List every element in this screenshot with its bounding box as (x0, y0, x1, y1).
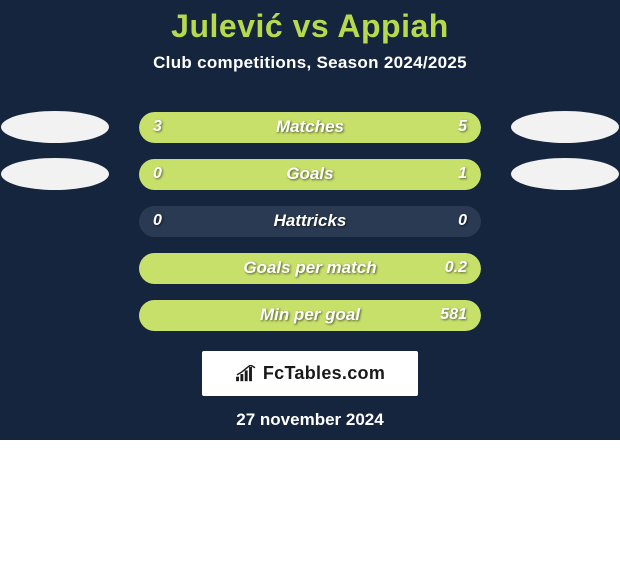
metric-label: Goals per match (243, 258, 376, 278)
stat-row: 0 0 Hattricks (0, 205, 620, 237)
stat-row: 581 Min per goal (0, 299, 620, 331)
right-value: 581 (440, 306, 467, 324)
spacer (511, 205, 619, 237)
stat-rows: 3 5 Matches 0 1 Goals 0 0 Hattricks 0.2 Goals per … (0, 111, 620, 331)
stat-row: 0 1 Goals (0, 158, 620, 190)
date-text: 27 november 2024 (0, 410, 620, 430)
subtitle: Club competitions, Season 2024/2025 (0, 53, 620, 73)
metric-label: Min per goal (260, 305, 360, 325)
stat-bar: 0 1 Goals (139, 159, 481, 190)
right-value: 0 (458, 212, 467, 230)
left-value: 3 (153, 118, 162, 136)
stat-row: 0.2 Goals per match (0, 252, 620, 284)
spacer (511, 252, 619, 284)
comparison-card: Julević vs Appiah Club competitions, Sea… (0, 0, 620, 440)
spacer (1, 205, 109, 237)
spacer (1, 299, 109, 331)
right-value: 1 (458, 165, 467, 183)
spacer (1, 252, 109, 284)
player-logo-left (1, 158, 109, 190)
stat-bar: 0 0 Hattricks (139, 206, 481, 237)
left-value: 0 (153, 212, 162, 230)
stat-bar: 0.2 Goals per match (139, 253, 481, 284)
stat-row: 3 5 Matches (0, 111, 620, 143)
metric-label: Hattricks (274, 211, 347, 231)
spacer (511, 299, 619, 331)
right-value: 0.2 (445, 259, 467, 277)
player-logo-right (511, 111, 619, 143)
logo-text: FcTables.com (263, 363, 385, 384)
stat-bar: 3 5 Matches (139, 112, 481, 143)
bars-chart-icon (235, 365, 257, 383)
metric-label: Goals (286, 164, 333, 184)
right-value: 5 (458, 118, 467, 136)
page-title: Julević vs Appiah (0, 0, 620, 45)
logo-box: FcTables.com (202, 351, 418, 396)
player-logo-right (511, 158, 619, 190)
left-value: 0 (153, 165, 162, 183)
player-logo-left (1, 111, 109, 143)
stat-bar: 581 Min per goal (139, 300, 481, 331)
metric-label: Matches (276, 117, 344, 137)
